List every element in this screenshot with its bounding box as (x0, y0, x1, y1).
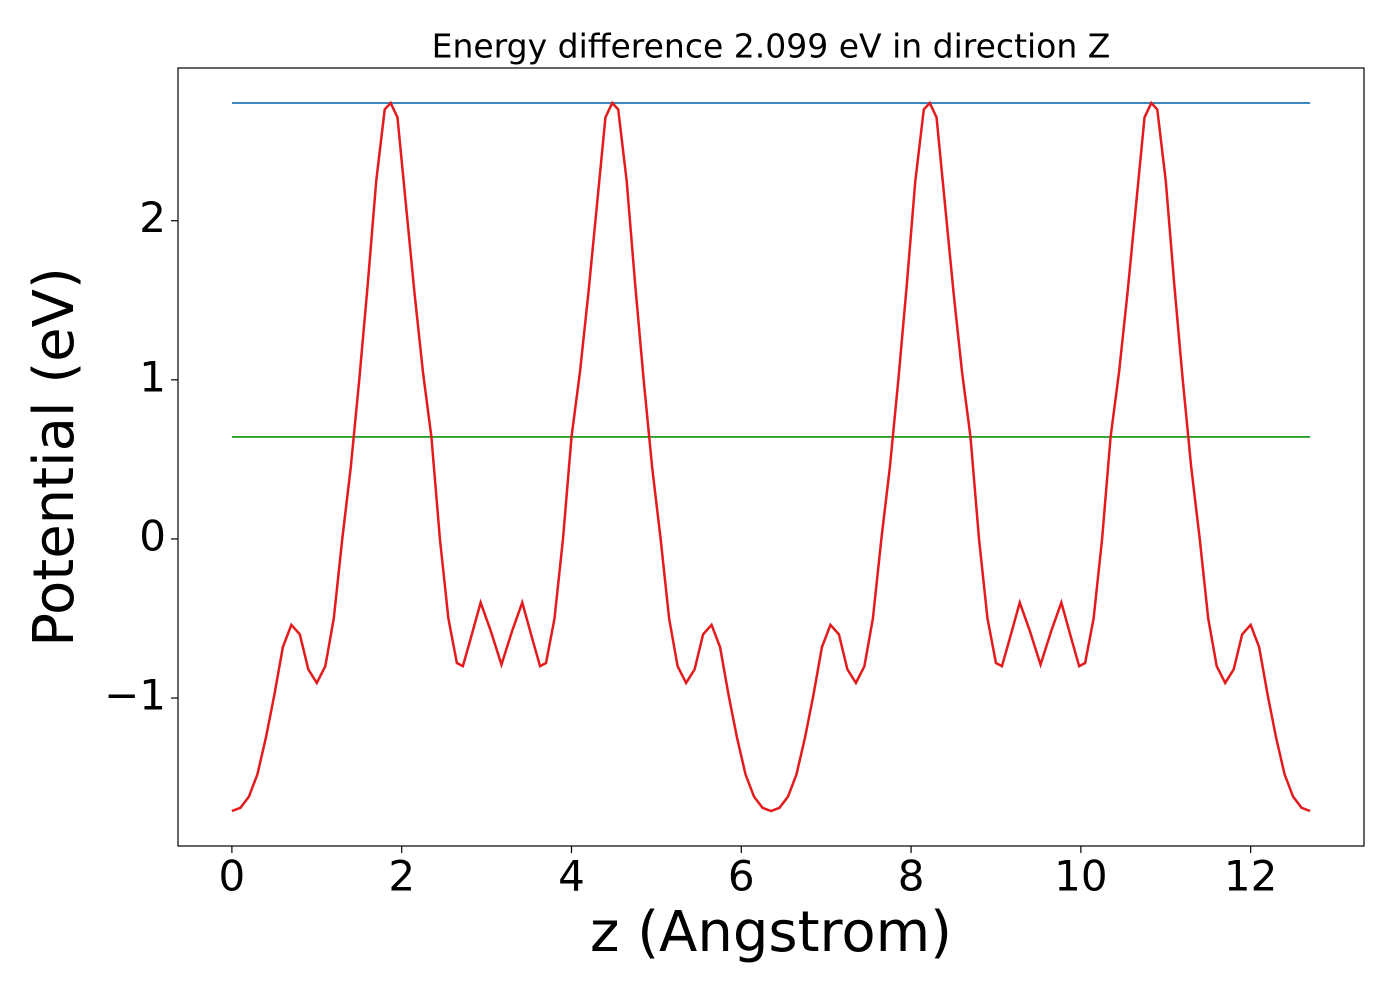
chart-title: Energy difference 2.099 eV in direction … (432, 27, 1111, 66)
x-tick-label: 4 (558, 852, 585, 901)
x-tick-label: 10 (1054, 852, 1107, 901)
x-tick-label: 6 (728, 852, 755, 901)
y-tick-label: −1 (104, 671, 166, 720)
x-tick-label: 2 (388, 852, 415, 901)
y-axis-label: Potential (eV) (22, 267, 87, 647)
x-tick-label: 12 (1224, 852, 1277, 901)
y-tick-label: 2 (139, 193, 166, 242)
x-tick-label: 8 (898, 852, 925, 901)
x-tick-label: 0 (219, 852, 246, 901)
y-tick-label: 0 (139, 511, 166, 560)
x-axis-label: z (Angstrom) (590, 900, 952, 965)
plot-frame (177, 67, 1365, 847)
y-tick-label: 1 (139, 352, 166, 401)
data-line (231, 100, 1311, 813)
